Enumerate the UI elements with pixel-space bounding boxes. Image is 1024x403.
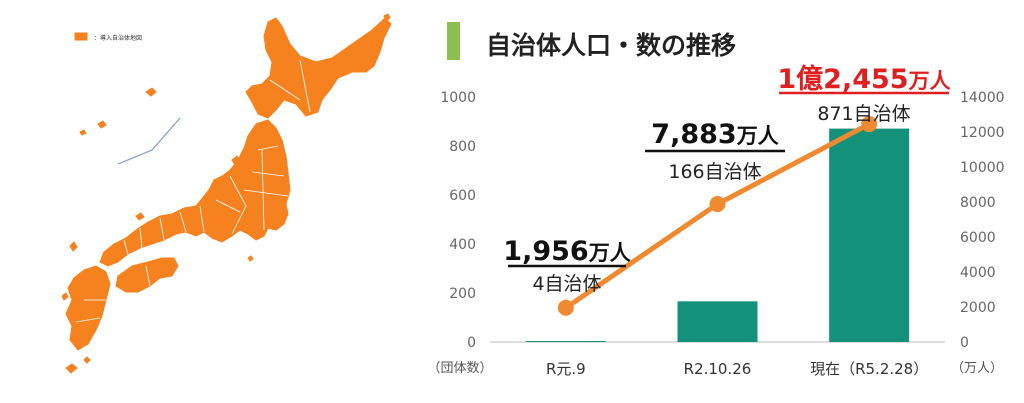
left-tick-label: 400 <box>449 237 476 253</box>
annotation-population-unit: 万人 <box>588 241 631 265</box>
x-tick-label: 現在（R5.2.28） <box>810 360 928 378</box>
annotation-population: 1億2,455万人 <box>777 64 950 95</box>
annotation-count: 4自治体 <box>532 273 601 295</box>
map-legend-swatch <box>74 32 88 41</box>
left-tick-label: 600 <box>449 188 476 204</box>
bar <box>677 301 758 342</box>
left-tick-label: 200 <box>449 286 476 302</box>
annotation-population-value: 7,883 <box>651 119 736 150</box>
right-tick-label: 14000 <box>960 90 1005 106</box>
bar <box>525 341 606 342</box>
right-axis-label: （万人） <box>951 361 1003 376</box>
line-point <box>557 299 574 316</box>
right-tick-label: 4000 <box>960 265 996 281</box>
line-point <box>861 116 878 133</box>
map-region-island-sado <box>231 155 241 166</box>
map-region-island-goto <box>61 292 69 301</box>
x-axis-labels: R元.9 R2.10.26 現在（R5.2.28） <box>546 360 928 378</box>
bar-series <box>525 128 910 342</box>
map-region-island-c <box>79 129 87 136</box>
bar <box>829 128 910 342</box>
map-region-noto <box>205 175 223 199</box>
left-axis-label: （団体数） <box>427 361 492 376</box>
right-tick-label: 0 <box>960 335 969 351</box>
annotation-population-unit: 万人 <box>908 69 951 93</box>
left-axis: 0 200 400 600 800 1000 <box>440 90 476 351</box>
map-region-island-tanegashima <box>83 356 91 364</box>
map-region-island-a <box>145 87 157 97</box>
annotation-population-unit: 万人 <box>736 124 779 148</box>
map-boundary-line <box>117 117 181 165</box>
annotation-population-value: 1億2,455 <box>777 64 908 95</box>
x-tick-label: R2.10.26 <box>684 360 752 378</box>
map-region-hokkaido <box>245 17 392 119</box>
left-tick-label: 0 <box>467 335 476 351</box>
map-legend-label: ：導入自治体地図 <box>94 34 142 42</box>
right-tick-label: 12000 <box>960 125 1005 141</box>
map-region-island-tsushima <box>69 241 78 252</box>
right-tick-label: 10000 <box>960 160 1005 176</box>
annotation-count: 166自治体 <box>668 161 761 183</box>
left-tick-label: 800 <box>449 139 476 155</box>
line-point <box>709 196 726 213</box>
page-title: 自治体人口・数の推移 <box>486 31 736 60</box>
combo-chart: 0 200 400 600 800 1000 0 2000 4000 6000 8000 10000… <box>427 64 1004 378</box>
map-region-shikoku <box>115 257 179 293</box>
right-tick-label: 8000 <box>960 195 996 211</box>
annotation-population: 1,956万人 <box>503 236 630 267</box>
title-accent-bar <box>447 22 460 60</box>
annotation-count: 871自治体 <box>817 103 910 125</box>
map-region-island-amami <box>65 363 78 374</box>
map-region-island-b <box>97 120 107 129</box>
prefecture-borders <box>75 59 311 323</box>
right-axis: 0 2000 4000 6000 8000 10000 12000 14000 <box>960 90 1005 351</box>
right-tick-label: 2000 <box>960 300 996 316</box>
map-region-island-izu <box>247 255 254 262</box>
map-region-kyushu <box>65 265 111 351</box>
right-tick-label: 6000 <box>960 230 996 246</box>
map-region-island-oki <box>135 212 145 221</box>
annotation-population: 7,883万人 <box>651 119 778 150</box>
map-region-island-north <box>383 13 391 22</box>
annotation-population-value: 1,956 <box>503 236 588 267</box>
left-tick-label: 1000 <box>440 90 476 106</box>
line-series <box>557 116 878 316</box>
japan-map: ：導入自治体地図 <box>61 13 392 374</box>
map-region-honshu <box>99 119 291 267</box>
x-tick-label: R元.9 <box>546 360 586 378</box>
